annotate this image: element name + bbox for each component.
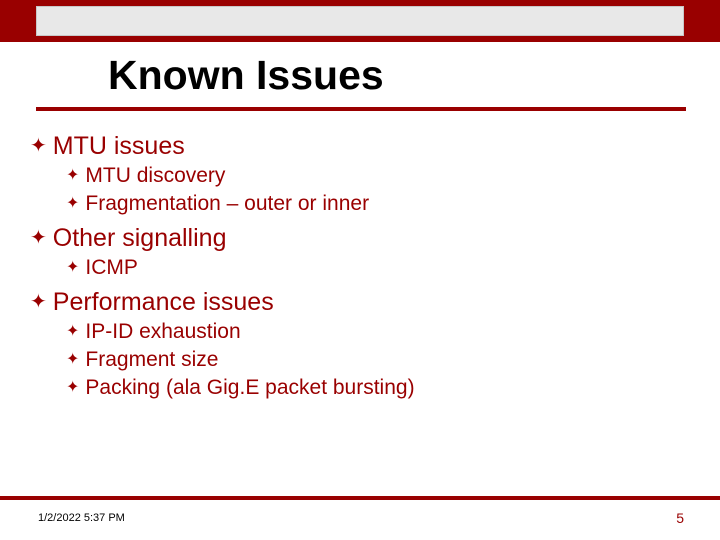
footer-date: 1/2/2022 5:37 PM — [38, 512, 125, 524]
list-subitem: ✦ ICMP — [66, 255, 690, 281]
bullet-icon: ✦ — [30, 223, 47, 253]
list-item: ✦ MTU issues — [30, 131, 690, 161]
list-item-label: Other signalling — [53, 223, 227, 253]
list-subitem: ✦ Fragment size — [66, 347, 690, 373]
bullet-icon: ✦ — [30, 131, 47, 161]
list-subitem-label: MTU discovery — [85, 163, 225, 189]
bullet-icon: ✦ — [66, 319, 79, 345]
list-subitem: ✦ MTU discovery — [66, 163, 690, 189]
top-bar — [0, 0, 720, 42]
top-bar-inset — [36, 6, 684, 36]
bullet-icon: ✦ — [66, 191, 79, 217]
list-subitem-label: IP-ID exhaustion — [85, 319, 240, 345]
list-subitem: ✦ Fragmentation – outer or inner — [66, 191, 690, 217]
list-subitem-label: Fragmentation – outer or inner — [85, 191, 369, 217]
bullet-icon: ✦ — [30, 287, 47, 317]
list-item: ✦ Other signalling — [30, 223, 690, 253]
list-subitem: ✦ Packing (ala Gig.E packet bursting) — [66, 375, 690, 401]
bullet-icon: ✦ — [66, 255, 79, 281]
bullet-icon: ✦ — [66, 347, 79, 373]
list-subitem-label: ICMP — [85, 255, 138, 281]
title-area: Known Issues — [0, 42, 720, 101]
list-subitem: ✦ IP-ID exhaustion — [66, 319, 690, 345]
list-item: ✦ Performance issues — [30, 287, 690, 317]
list-subitem-label: Packing (ala Gig.E packet bursting) — [85, 375, 414, 401]
content-area: ✦ MTU issues ✦ MTU discovery ✦ Fragmenta… — [0, 111, 720, 401]
list-item-label: Performance issues — [53, 287, 274, 317]
bullet-icon: ✦ — [66, 375, 79, 401]
list-subitem-label: Fragment size — [85, 347, 218, 373]
list-item-label: MTU issues — [53, 131, 185, 161]
bullet-icon: ✦ — [66, 163, 79, 189]
slide-title: Known Issues — [108, 52, 720, 99]
footer: 1/2/2022 5:37 PM 5 — [0, 496, 720, 540]
footer-page-number: 5 — [676, 510, 684, 526]
